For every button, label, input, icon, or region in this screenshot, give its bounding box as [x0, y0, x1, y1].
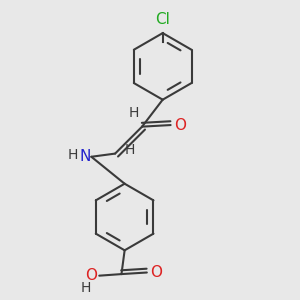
- Text: H: H: [129, 106, 139, 120]
- Text: O: O: [85, 268, 97, 283]
- Text: O: O: [174, 118, 186, 133]
- Text: H: H: [68, 148, 78, 162]
- Text: N: N: [80, 149, 91, 164]
- Text: H: H: [81, 281, 91, 296]
- Text: H: H: [124, 143, 135, 158]
- Text: Cl: Cl: [155, 12, 170, 27]
- Text: O: O: [150, 265, 162, 280]
